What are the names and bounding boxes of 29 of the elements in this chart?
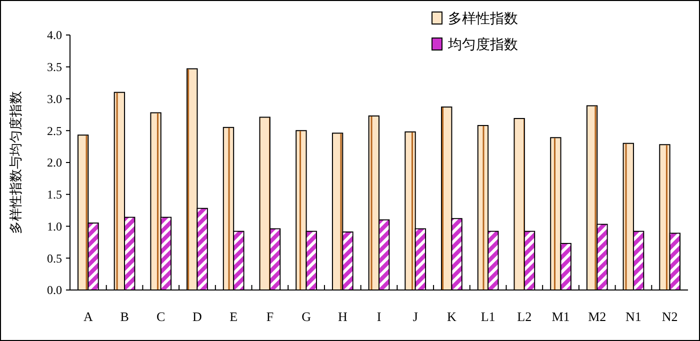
y-axis-title: 多样性指数与均匀度指数 — [8, 91, 23, 234]
legend-label: 多样性指数 — [448, 10, 518, 27]
y-tick-label: 4.0 — [47, 28, 62, 42]
y-tick-label: 3.0 — [47, 92, 62, 106]
x-tick-label: F — [266, 309, 274, 324]
y-tick-label: 0.5 — [47, 251, 62, 266]
y-tick-label: 2.0 — [47, 156, 62, 170]
x-tick-label: J — [412, 309, 418, 324]
x-tick-label: A — [83, 309, 94, 324]
x-tick-label: I — [376, 309, 382, 324]
x-tick-label: L2 — [517, 309, 532, 324]
x-tick-label: D — [192, 309, 202, 324]
x-tick-label: H — [338, 309, 348, 324]
x-tick-label: G — [302, 309, 311, 324]
x-tick-label: B — [120, 309, 130, 324]
x-tick-label: N2 — [662, 309, 678, 324]
legend-label: 均匀度指数 — [447, 36, 518, 53]
x-tick-label: M2 — [588, 309, 606, 324]
x-tick-label: M1 — [552, 309, 570, 324]
x-tick-label: L1 — [480, 309, 496, 324]
y-tick-label: 0.0 — [47, 283, 62, 298]
y-tick-label: 1.5 — [47, 188, 62, 202]
x-tick-label: K — [447, 309, 458, 324]
x-tick-label: E — [230, 309, 238, 324]
y-tick-label: 1.0 — [47, 219, 62, 234]
y-tick-label: 3.5 — [47, 60, 62, 74]
x-tick-label: N1 — [626, 309, 642, 324]
y-tick-label: 2.5 — [47, 124, 62, 138]
x-tick-label: C — [156, 309, 166, 324]
